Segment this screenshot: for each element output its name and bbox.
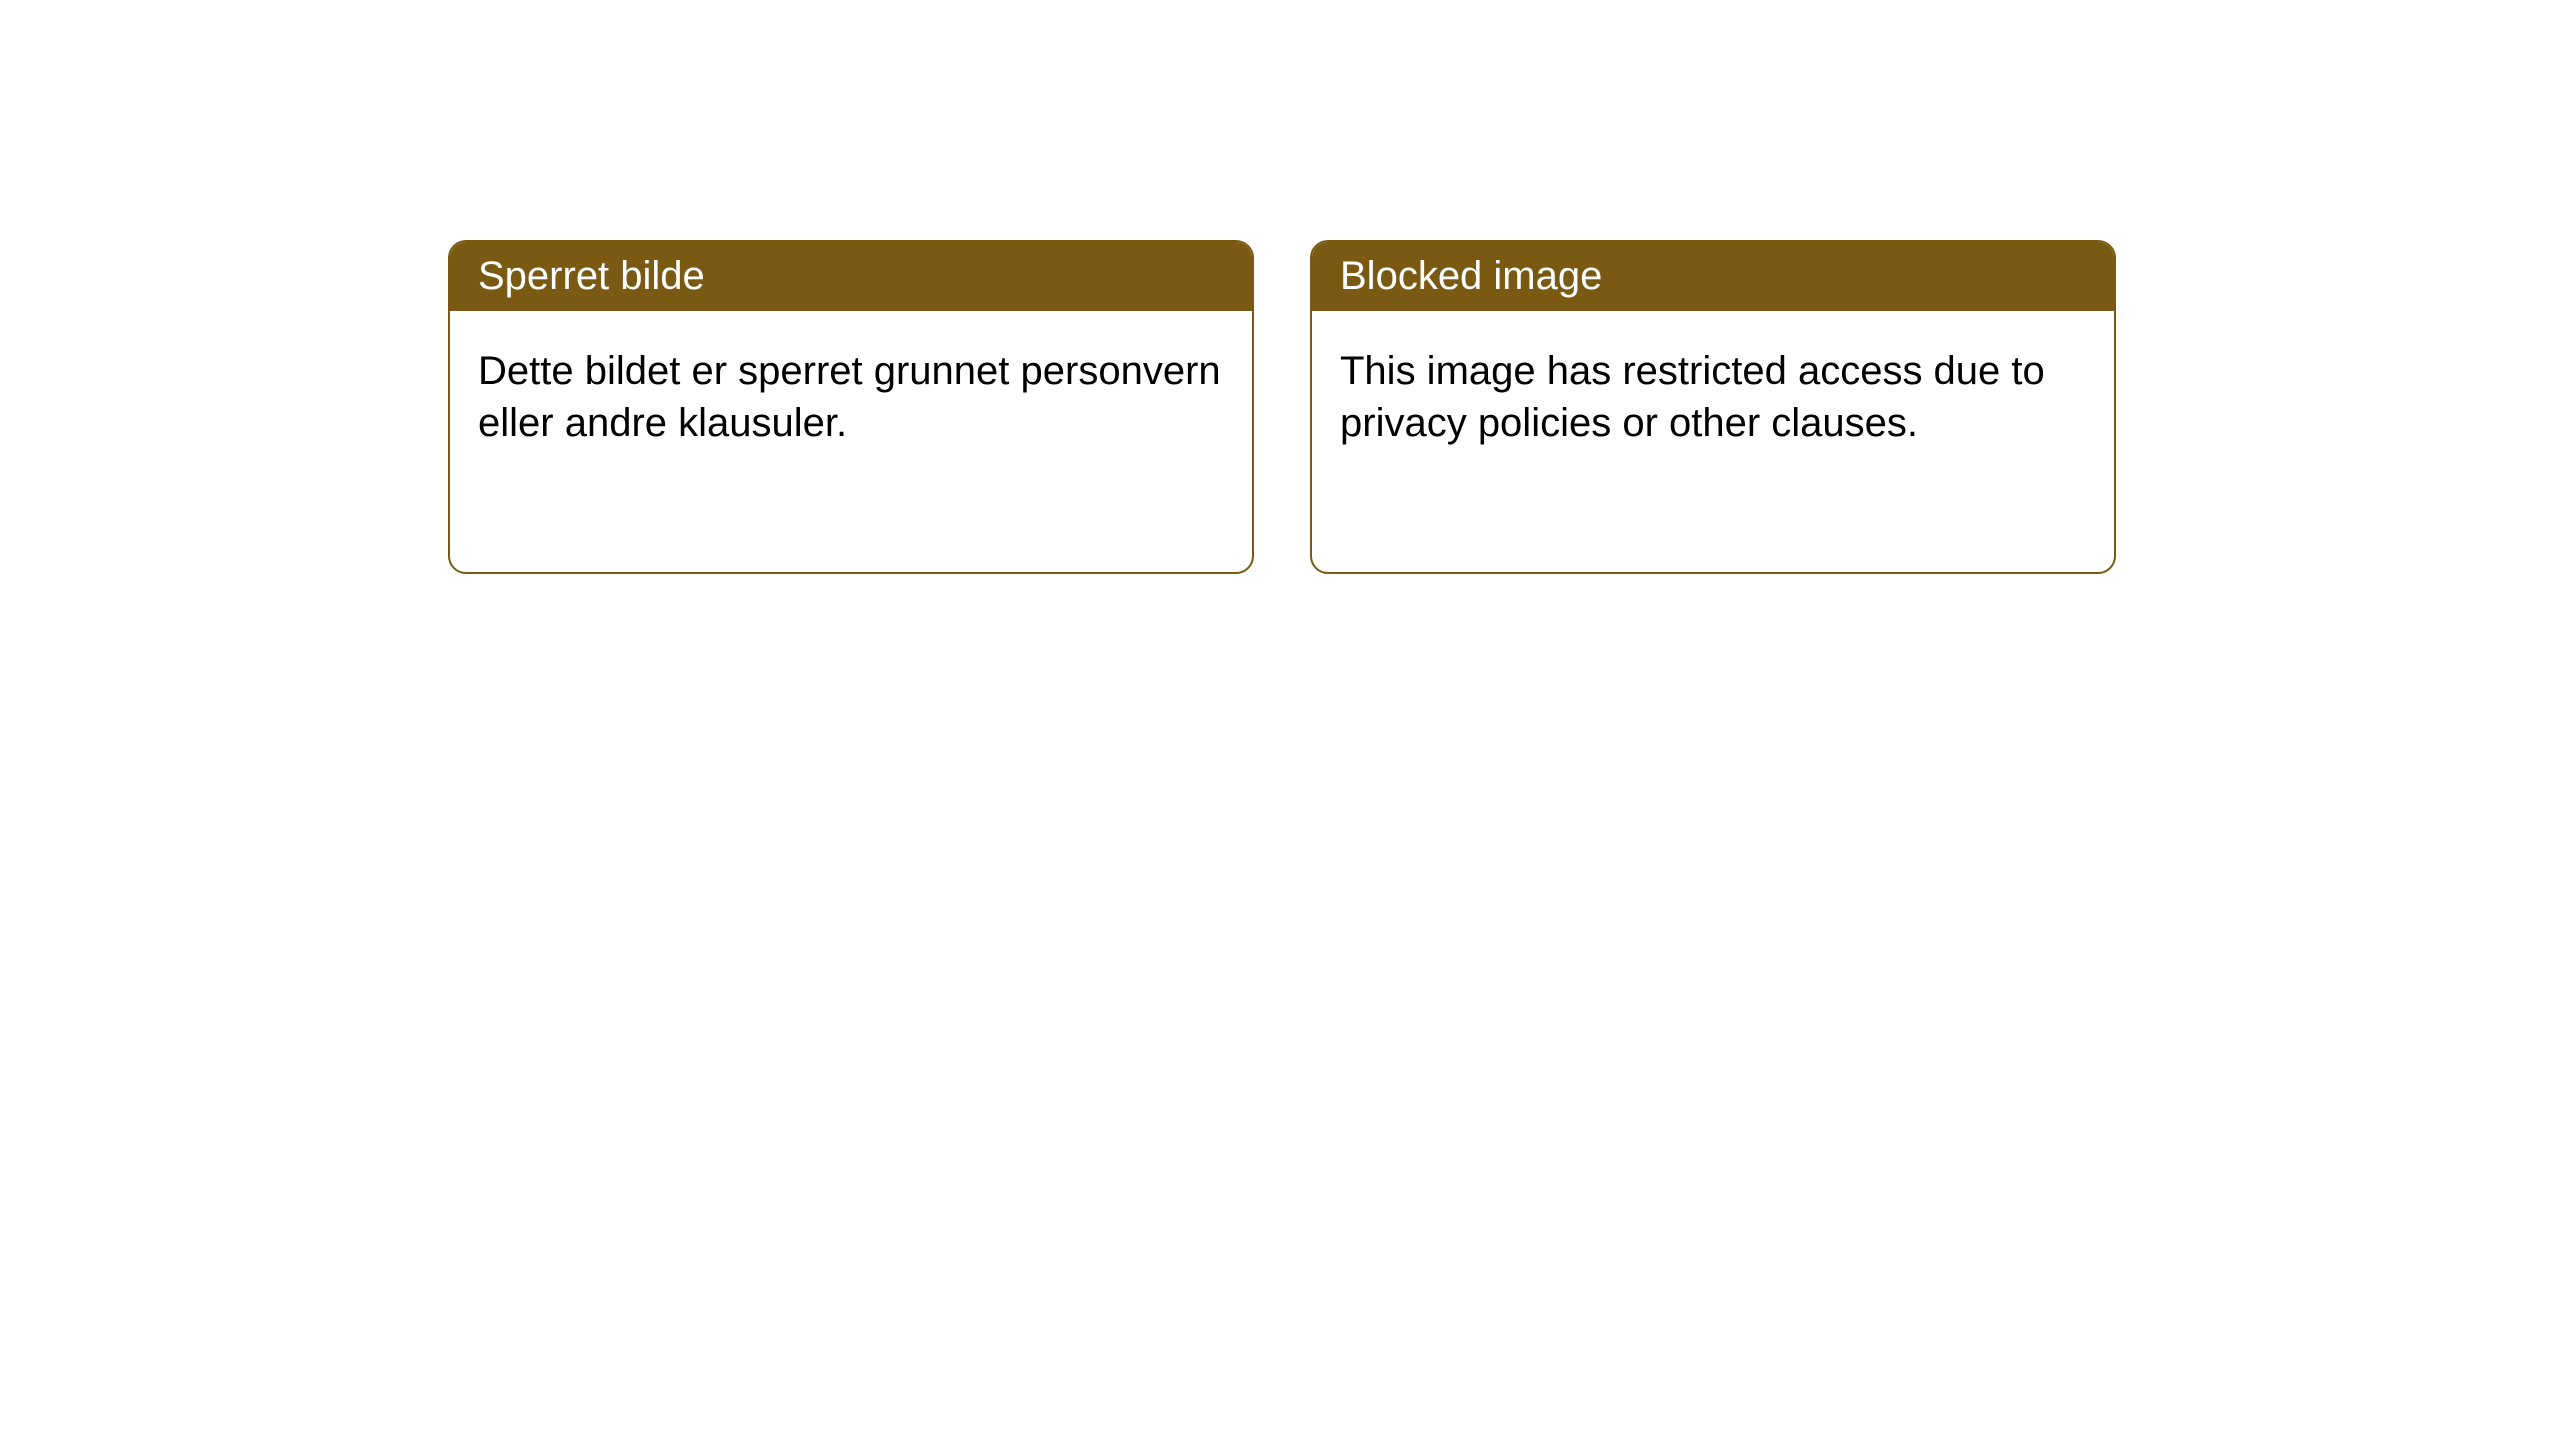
- card-text-norwegian: Dette bildet er sperret grunnet personve…: [478, 349, 1221, 445]
- card-header-norwegian: Sperret bilde: [450, 242, 1252, 311]
- card-title-english: Blocked image: [1340, 254, 1602, 298]
- card-body-norwegian: Dette bildet er sperret grunnet personve…: [450, 311, 1252, 483]
- cards-container: Sperret bilde Dette bildet er sperret gr…: [448, 240, 2560, 574]
- card-english: Blocked image This image has restricted …: [1310, 240, 2116, 574]
- card-norwegian: Sperret bilde Dette bildet er sperret gr…: [448, 240, 1254, 574]
- card-header-english: Blocked image: [1312, 242, 2114, 311]
- card-title-norwegian: Sperret bilde: [478, 254, 705, 298]
- card-text-english: This image has restricted access due to …: [1340, 349, 2045, 445]
- card-body-english: This image has restricted access due to …: [1312, 311, 2114, 483]
